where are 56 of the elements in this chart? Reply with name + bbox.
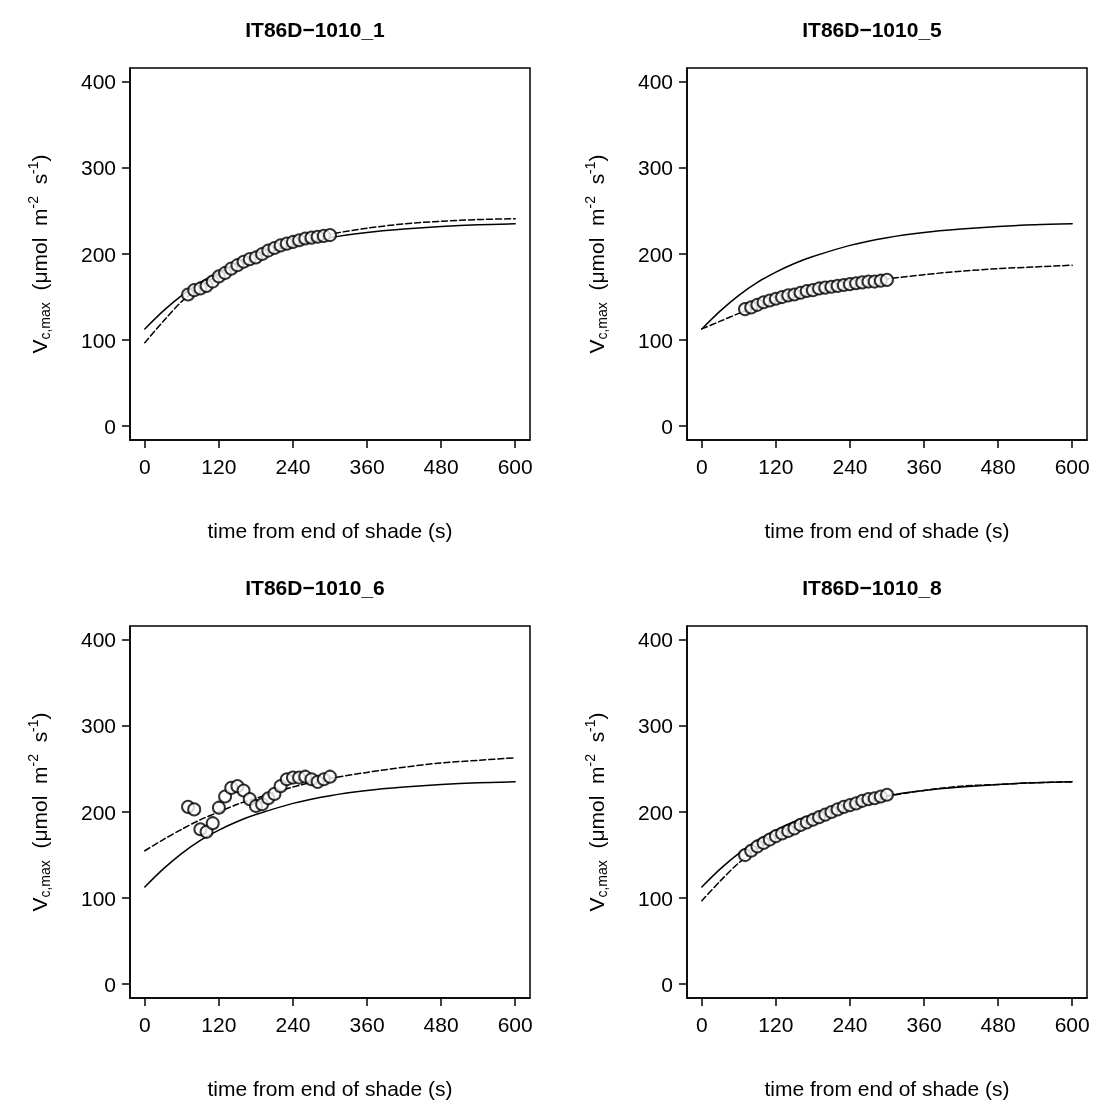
x-tick-label: 480 — [980, 455, 1016, 478]
y-tick-label: 300 — [80, 156, 116, 180]
x-tick-label: 480 — [423, 455, 459, 478]
x-tick-label: 480 — [980, 1013, 1016, 1036]
x-tick-label: 240 — [275, 455, 311, 478]
x-tick-label: 600 — [1054, 455, 1090, 478]
y-tick-label: 400 — [80, 628, 116, 652]
y-axis-title: Vc,max (μmol m-2 s-1) — [25, 712, 53, 912]
chart-title: IT86D−1010_8 — [802, 576, 943, 599]
x-tick-label: 360 — [349, 1013, 385, 1036]
y-tick-label: 200 — [637, 242, 673, 266]
x-tick-label: 0 — [695, 455, 708, 478]
y-tick-label: 300 — [637, 156, 673, 180]
x-tick-label: 120 — [758, 455, 794, 478]
x-tick-label: 120 — [201, 1013, 237, 1036]
x-tick-label: 360 — [906, 455, 942, 478]
x-axis-title: time from end of shade (s) — [207, 1077, 453, 1100]
y-tick-label: 100 — [637, 328, 673, 352]
y-tick-label: 0 — [661, 972, 673, 996]
x-tick-label: 240 — [832, 1013, 868, 1036]
y-tick-label: 300 — [637, 714, 673, 738]
y-tick-label: 100 — [80, 886, 116, 910]
y-tick-label: 200 — [637, 800, 673, 824]
y-tick-label: 200 — [80, 800, 116, 824]
x-axis-title: time from end of shade (s) — [764, 1077, 1010, 1100]
x-tick-label: 600 — [1054, 1013, 1090, 1036]
x-tick-label: 120 — [758, 1013, 794, 1036]
y-axis-title: Vc,max (μmol m-2 s-1) — [25, 154, 53, 354]
chart-title: IT86D−1010_1 — [245, 18, 386, 41]
y-tick-label: 300 — [80, 714, 116, 738]
x-tick-label: 600 — [497, 455, 533, 478]
x-tick-label: 600 — [497, 1013, 533, 1036]
y-axis-title: Vc,max (μmol m-2 s-1) — [582, 712, 610, 912]
x-tick-label: 120 — [201, 455, 237, 478]
x-tick-label: 360 — [349, 455, 385, 478]
y-tick-label: 200 — [80, 242, 116, 266]
x-axis-title: time from end of shade (s) — [207, 519, 453, 542]
x-axis-title: time from end of shade (s) — [764, 519, 1010, 542]
chart-title: IT86D−1010_5 — [802, 18, 943, 41]
y-tick-label: 0 — [104, 972, 116, 996]
chart-title: IT86D−1010_6 — [245, 576, 385, 599]
y-axis-title: Vc,max (μmol m-2 s-1) — [582, 154, 610, 354]
y-tick-label: 400 — [80, 70, 116, 94]
x-tick-label: 0 — [138, 455, 151, 478]
y-tick-label: 100 — [637, 886, 673, 910]
x-tick-label: 0 — [138, 1013, 151, 1036]
x-tick-label: 240 — [832, 455, 868, 478]
y-tick-label: 400 — [637, 70, 673, 94]
x-tick-label: 0 — [695, 1013, 708, 1036]
x-tick-label: 480 — [423, 1013, 459, 1036]
x-tick-label: 360 — [906, 1013, 942, 1036]
y-tick-label: 0 — [661, 414, 673, 438]
y-tick-label: 0 — [104, 414, 116, 438]
y-tick-label: 400 — [637, 628, 673, 652]
x-tick-label: 240 — [275, 1013, 311, 1036]
y-tick-label: 100 — [80, 328, 116, 352]
